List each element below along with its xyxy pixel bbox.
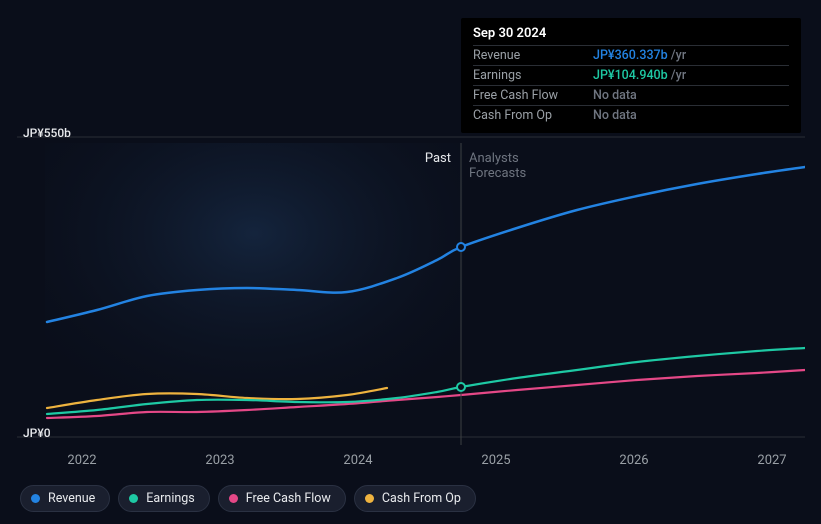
tooltip-row-label: Free Cash Flow xyxy=(473,88,593,103)
tooltip-row-label: Cash From Op xyxy=(473,108,593,123)
legend-item-earnings[interactable]: Earnings xyxy=(118,485,209,512)
y-axis-label-bottom: JP¥0 xyxy=(23,426,51,440)
tooltip-row: EarningsJP¥104.940b/yr xyxy=(473,65,789,85)
legend-dot-icon xyxy=(365,494,374,503)
x-axis-label: 2027 xyxy=(757,453,786,468)
legend-dot-icon xyxy=(229,494,238,503)
past-label: Past xyxy=(425,151,451,166)
tooltip-row: Cash From OpNo data xyxy=(473,105,789,125)
legend-dot-icon xyxy=(31,494,40,503)
tooltip-row-value: JP¥360.337b/yr xyxy=(593,48,686,63)
x-axis-label: 2023 xyxy=(205,453,234,468)
tooltip-row-unit: /yr xyxy=(671,68,686,83)
tooltip-row: RevenueJP¥360.337b/yr xyxy=(473,45,789,65)
legend-item-cfo[interactable]: Cash From Op xyxy=(354,485,476,512)
forecast-label: Analysts Forecasts xyxy=(469,151,526,181)
legend-item-revenue[interactable]: Revenue xyxy=(20,485,110,512)
tooltip-row-value: No data xyxy=(593,88,637,103)
hover-marker-earnings xyxy=(456,382,466,392)
legend-dot-icon xyxy=(129,494,138,503)
tooltip-row: Free Cash FlowNo data xyxy=(473,85,789,105)
legend-label: Revenue xyxy=(48,491,95,506)
tooltip-row-unit: /yr xyxy=(671,48,686,63)
x-axis-label: 2025 xyxy=(481,453,510,468)
x-axis-label: 2022 xyxy=(67,453,96,468)
hover-marker-revenue xyxy=(456,242,466,252)
tooltip-row-label: Earnings xyxy=(473,68,593,83)
chart-container: JP¥550b JP¥0 Past Analysts Forecasts Sep… xyxy=(17,0,805,445)
legend-item-fcf[interactable]: Free Cash Flow xyxy=(218,485,346,512)
x-axis-label: 2026 xyxy=(619,453,648,468)
chart-legend: Revenue Earnings Free Cash Flow Cash From O… xyxy=(20,485,476,512)
chart-tooltip: Sep 30 2024 RevenueJP¥360.337b/yrEarning… xyxy=(461,18,801,133)
tooltip-row-label: Revenue xyxy=(473,48,593,63)
legend-label: Earnings xyxy=(146,491,194,506)
x-axis-label: 2024 xyxy=(343,453,372,468)
tooltip-date: Sep 30 2024 xyxy=(473,26,789,45)
y-axis-label-top: JP¥550b xyxy=(23,126,71,140)
tooltip-row-value: No data xyxy=(593,108,637,123)
legend-label: Cash From Op xyxy=(382,491,461,506)
legend-label: Free Cash Flow xyxy=(246,491,331,506)
tooltip-row-value: JP¥104.940b/yr xyxy=(593,68,686,83)
